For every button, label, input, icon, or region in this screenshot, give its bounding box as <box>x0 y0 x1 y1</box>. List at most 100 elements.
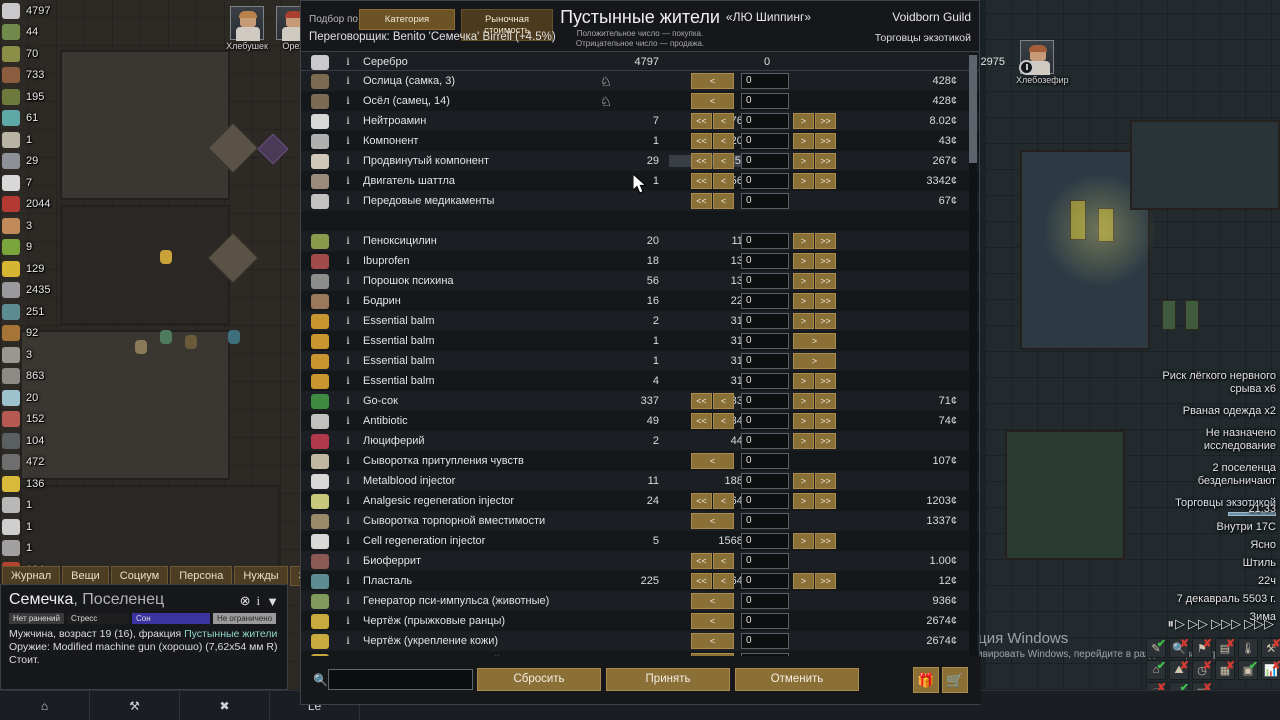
buy-one-button[interactable]: > <box>793 473 814 489</box>
trade-scrollbar-thumb[interactable] <box>969 55 977 163</box>
info-icon[interactable]: i <box>346 573 350 587</box>
sell-one-button[interactable]: < <box>691 633 734 649</box>
architect-icon-11[interactable]: 📊 ✘ <box>1261 660 1280 680</box>
trade-quantity-input[interactable]: 0 <box>741 93 789 109</box>
info-icon[interactable]: i <box>346 153 350 167</box>
pawn-tab-0[interactable]: Журнал <box>2 566 61 586</box>
buy-all-button[interactable]: >> <box>815 373 836 389</box>
architect-icon-5[interactable]: ⚒ ✘ <box>1261 638 1280 658</box>
sell-all-button[interactable]: << <box>691 133 712 149</box>
pawn-marker-5[interactable] <box>160 250 172 264</box>
portrait-frame[interactable] <box>230 6 264 41</box>
sell-one-button[interactable]: < <box>713 493 734 509</box>
sell-one-button[interactable]: < <box>691 93 734 109</box>
trade-quantity-input[interactable]: 0 <box>741 513 789 529</box>
info-icon[interactable]: i <box>346 433 350 447</box>
trade-quantity-input[interactable]: 0 <box>741 453 789 469</box>
architect-icon-10[interactable]: ▣ ✔ <box>1238 660 1258 680</box>
trade-quantity-input[interactable]: 0 <box>741 173 789 189</box>
sell-one-button[interactable]: < <box>713 133 734 149</box>
sell-one-button[interactable]: < <box>691 593 734 609</box>
buy-all-button[interactable]: >> <box>815 133 836 149</box>
trade-quantity-input[interactable]: 0 <box>741 273 789 289</box>
trade-quantity-input[interactable]: 0 <box>741 373 789 389</box>
table-row[interactable]: i Порошок психина 56 13¢ 0 > >> <box>301 271 979 291</box>
pawn-tab-3[interactable]: Персона <box>170 566 233 586</box>
architect-icon-9[interactable]: ▦ ✘ <box>1215 660 1235 680</box>
info-icon[interactable]: i <box>346 593 350 607</box>
sell-one-button[interactable]: < <box>713 553 734 569</box>
table-row[interactable]: i Люциферий 2 44¢ 0 > >> <box>301 431 979 451</box>
table-row[interactable]: i Essential balm 1 31¢ 0 > <box>301 351 979 371</box>
architect-icon-8[interactable]: ◷ ✘ <box>1192 660 1212 680</box>
alert-item[interactable]: 2 поселенца бездельничают <box>1197 462 1276 487</box>
table-row[interactable]: i Essential balm 2 31¢ 0 > >> <box>301 311 979 331</box>
info-icon[interactable]: i <box>346 453 350 467</box>
pawn-marker-1[interactable] <box>160 330 172 344</box>
pause-button[interactable]: ⏸ <box>1167 616 1174 631</box>
trade-quantity-input[interactable]: 0 <box>741 293 789 309</box>
alert-item[interactable]: Рваная одежда x2 <box>1182 405 1276 417</box>
table-row[interactable]: i Essential balm 4 31¢ 0 > >> <box>301 371 979 391</box>
colonist-portrait[interactable]: Хлебушек <box>226 6 268 51</box>
table-row[interactable]: i Metalblood injector 11 188¢ 0 > >> <box>301 471 979 491</box>
info-icon[interactable]: i <box>346 373 350 387</box>
cart-icon[interactable]: 🛒 <box>942 667 968 693</box>
info-icon[interactable]: i <box>346 54 350 68</box>
trade-quantity-input[interactable]: 0 <box>741 593 789 609</box>
trade-quantity-input[interactable]: 0 <box>741 493 789 509</box>
info-icon[interactable]: i <box>346 73 350 87</box>
inspect-icon-row[interactable]: ⊗ i ▼ <box>240 593 279 609</box>
buy-all-button[interactable]: >> <box>815 473 836 489</box>
trade-quantity-input[interactable]: 0 <box>741 393 789 409</box>
buy-all-button[interactable]: >> <box>815 313 836 329</box>
buy-all-button[interactable]: >> <box>815 173 836 189</box>
reset-button[interactable]: Сбросить <box>477 668 601 691</box>
pawn-tab-2[interactable]: Социум <box>110 566 169 586</box>
buy-one-button[interactable]: > <box>793 533 814 549</box>
trade-quantity-input[interactable]: 0 <box>741 313 789 329</box>
info-icon[interactable]: i <box>346 273 350 287</box>
info-icon[interactable]: i <box>346 333 350 347</box>
trade-quantity-input[interactable]: 0 <box>741 353 789 369</box>
info-icon[interactable]: i <box>346 393 350 407</box>
trade-quantity-input[interactable]: 0 <box>741 113 789 129</box>
alert-item[interactable]: Не назначено исследование <box>1203 427 1276 452</box>
sell-all-button[interactable]: << <box>691 193 712 209</box>
info-icon[interactable]: i <box>346 293 350 307</box>
buy-all-button[interactable]: >> <box>815 393 836 409</box>
info-icon[interactable]: i <box>346 253 350 267</box>
pawn-marker-2[interactable] <box>185 335 197 349</box>
buy-one-button[interactable]: > <box>793 333 836 349</box>
trade-scrollbar-track[interactable] <box>969 53 977 657</box>
sell-one-button[interactable]: < <box>691 73 734 89</box>
architect-icon-2[interactable]: ⚑ ✘ <box>1192 638 1212 658</box>
trade-quantity-input[interactable]: 0 <box>741 613 789 629</box>
architect-icon-0[interactable]: ✎ ✔ <box>1146 638 1166 658</box>
info-icon[interactable]: i <box>346 133 350 147</box>
architect-icon-4[interactable]: 🌡 <box>1238 638 1258 658</box>
trade-quantity-input[interactable]: 0 <box>741 413 789 429</box>
close-icon[interactable]: ⊗ <box>239 593 251 608</box>
info-icon[interactable]: i <box>346 193 350 207</box>
buy-all-button[interactable]: >> <box>815 413 836 429</box>
sell-all-button[interactable]: << <box>691 493 712 509</box>
buy-one-button[interactable]: > <box>793 153 814 169</box>
info-icon[interactable]: i <box>346 113 350 127</box>
table-row[interactable]: i Ibuprofen 18 13¢ 0 > >> <box>301 251 979 271</box>
speed-normal-button[interactable]: ▷ <box>1175 616 1185 631</box>
buy-one-button[interactable]: > <box>793 433 814 449</box>
trade-quantity-input[interactable]: 0 <box>741 533 789 549</box>
gift-icon[interactable]: 🎁 <box>913 667 939 693</box>
buy-one-button[interactable]: > <box>793 293 814 309</box>
cancel-button[interactable]: Отменить <box>735 668 859 691</box>
time-speed-controls[interactable]: ⏸ ▷ ▷▷ ▷▷▷ ▷▷▷ <box>1154 615 1275 633</box>
